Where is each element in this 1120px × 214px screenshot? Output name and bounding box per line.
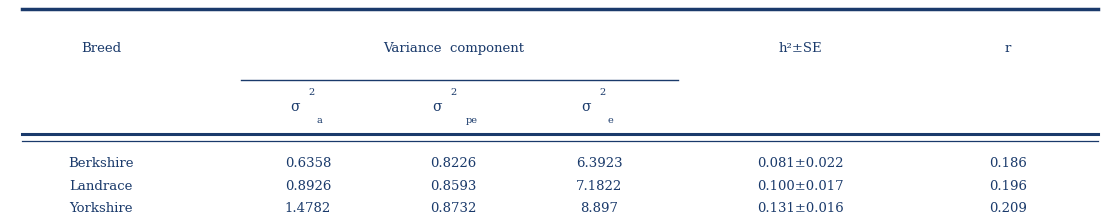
Text: Landrace: Landrace bbox=[69, 180, 132, 193]
Text: 0.8732: 0.8732 bbox=[430, 202, 477, 214]
Text: 0.6358: 0.6358 bbox=[284, 157, 332, 170]
Text: 0.100±0.017: 0.100±0.017 bbox=[757, 180, 844, 193]
Text: 0.186: 0.186 bbox=[989, 157, 1027, 170]
Text: 2: 2 bbox=[450, 88, 457, 97]
Text: 0.8226: 0.8226 bbox=[430, 157, 477, 170]
Text: σ: σ bbox=[581, 100, 590, 114]
Text: a: a bbox=[316, 116, 323, 125]
Text: 0.081±0.022: 0.081±0.022 bbox=[757, 157, 844, 170]
Text: 8.897: 8.897 bbox=[580, 202, 618, 214]
Text: 0.196: 0.196 bbox=[989, 180, 1027, 193]
Text: Yorkshire: Yorkshire bbox=[69, 202, 132, 214]
Text: pe: pe bbox=[466, 116, 477, 125]
Text: σ: σ bbox=[432, 100, 441, 114]
Text: 7.1822: 7.1822 bbox=[576, 180, 623, 193]
Text: Berkshire: Berkshire bbox=[68, 157, 133, 170]
Text: σ: σ bbox=[290, 100, 299, 114]
Text: 2: 2 bbox=[308, 88, 315, 97]
Text: r: r bbox=[1005, 42, 1011, 55]
Text: h²±SE: h²±SE bbox=[780, 42, 822, 55]
Text: 6.3923: 6.3923 bbox=[576, 157, 623, 170]
Text: Breed: Breed bbox=[81, 42, 121, 55]
Text: 1.4782: 1.4782 bbox=[284, 202, 332, 214]
Text: e: e bbox=[607, 116, 614, 125]
Text: 0.8926: 0.8926 bbox=[284, 180, 332, 193]
Text: 0.209: 0.209 bbox=[989, 202, 1027, 214]
Text: Variance  component: Variance component bbox=[383, 42, 524, 55]
Text: 0.8593: 0.8593 bbox=[430, 180, 477, 193]
Text: 2: 2 bbox=[599, 88, 606, 97]
Text: 0.131±0.016: 0.131±0.016 bbox=[757, 202, 844, 214]
